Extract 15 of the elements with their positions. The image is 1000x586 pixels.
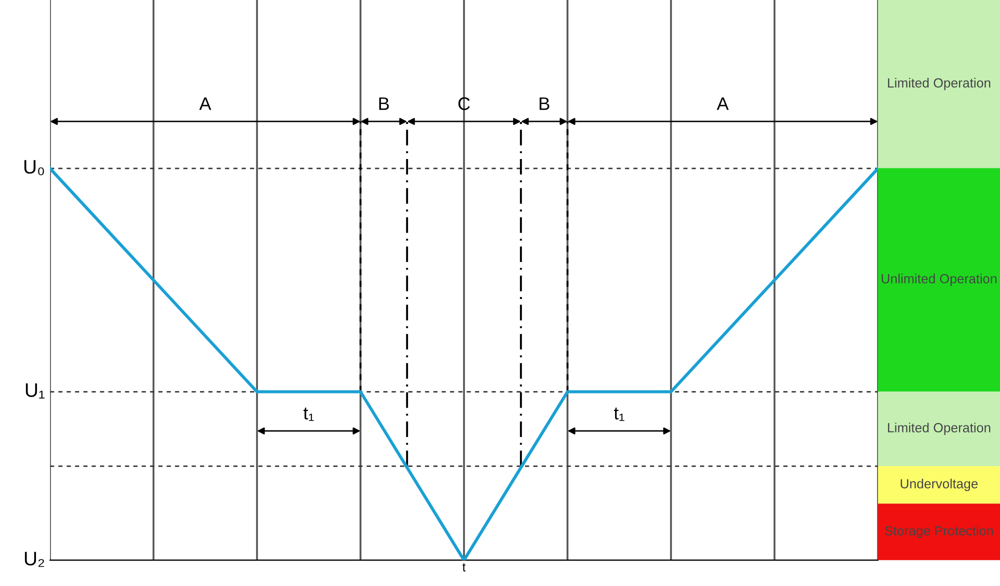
text: Storage Protection	[884, 526, 993, 538]
ref-line-label: U₁	[26, 383, 45, 398]
text: Undervoltage	[900, 478, 978, 492]
ref-line-label: U₂	[24, 552, 44, 567]
ref-line-label: U₀	[24, 160, 44, 176]
annotation: t₁	[303, 408, 314, 421]
text: B	[540, 97, 550, 110]
text: Limited Operation	[888, 78, 990, 90]
text: B	[379, 97, 389, 110]
text: A	[199, 97, 212, 110]
annotation: t₁	[614, 408, 624, 421]
text: A	[716, 97, 729, 110]
text: Unlimited Operation	[882, 274, 996, 286]
x-axis-title: t	[462, 563, 466, 572]
text: Limited Operation	[888, 422, 990, 435]
